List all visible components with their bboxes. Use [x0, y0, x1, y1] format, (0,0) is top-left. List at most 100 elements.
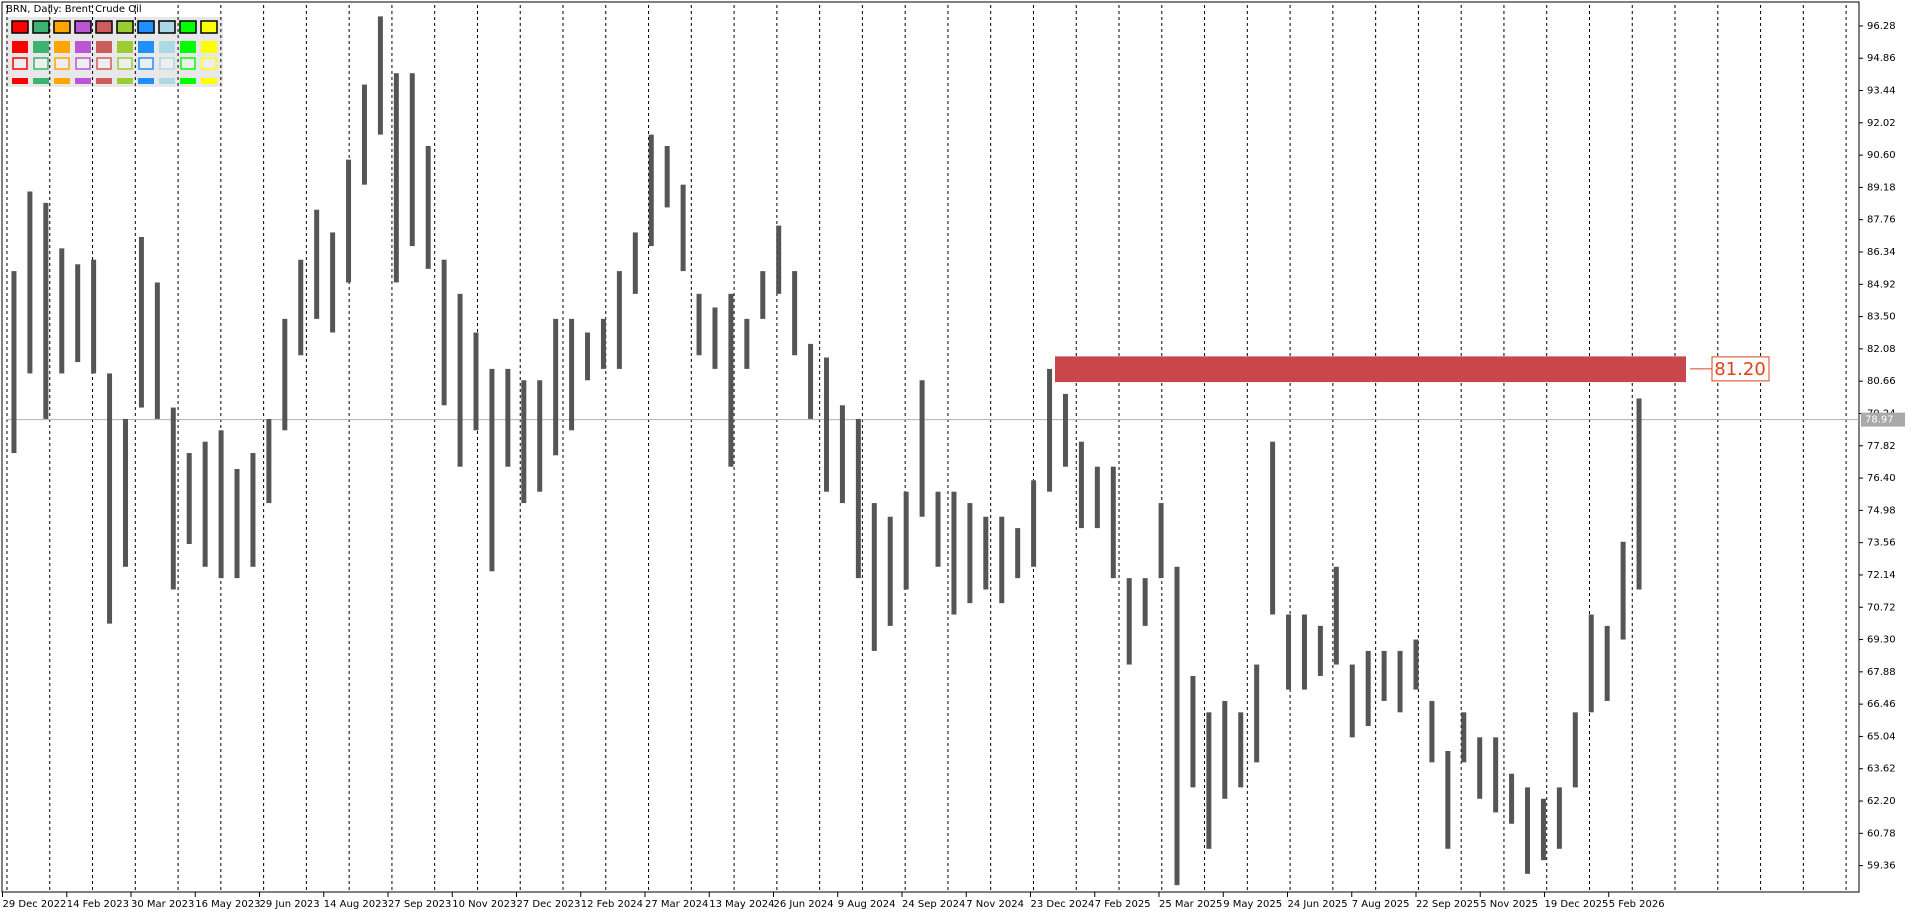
swatch — [200, 20, 218, 34]
y-tick-label: 76.40 — [1867, 473, 1896, 484]
price-bar — [1397, 650, 1403, 713]
x-tick-label: 27 Dec 2023 — [517, 899, 581, 910]
y-tick-label: 67.88 — [1867, 667, 1896, 678]
y-tick-label: 59.36 — [1867, 861, 1896, 872]
x-tick-label: 7 Aug 2025 — [1352, 899, 1410, 910]
price-bar — [91, 259, 97, 374]
y-tick-label: 82.08 — [1867, 344, 1896, 355]
color-palette — [6, 17, 223, 87]
x-tick-label: 9 Aug 2024 — [838, 899, 896, 910]
price-bar — [1381, 650, 1387, 701]
price-bar — [266, 418, 272, 504]
price-bar — [1174, 566, 1180, 886]
price-bar — [122, 418, 128, 567]
y-tick-label: 93.44 — [1867, 86, 1896, 97]
price-bar — [1333, 566, 1339, 665]
price-bar — [951, 491, 957, 615]
swatch — [53, 20, 71, 34]
resistance-zone — [1055, 356, 1686, 383]
swatch — [180, 57, 196, 70]
x-tick-label: 10 Nov 2023 — [452, 899, 516, 910]
swatch — [33, 41, 49, 53]
swatch — [75, 78, 91, 84]
x-tick-label: 16 May 2023 — [195, 899, 260, 910]
price-bar — [1636, 398, 1642, 590]
price-bar — [855, 418, 861, 579]
swatch — [95, 20, 113, 34]
price-bar — [903, 491, 909, 590]
y-tick-label: 60.78 — [1867, 828, 1896, 839]
y-tick-label: 80.66 — [1867, 376, 1896, 387]
x-tick-label: 24 Sep 2024 — [902, 899, 965, 910]
price-bar — [1349, 664, 1355, 738]
swatch — [117, 78, 133, 84]
x-tick-label: 27 Sep 2023 — [388, 899, 451, 910]
price-bar — [361, 84, 367, 185]
swatch — [159, 41, 175, 53]
plot-frame — [1, 1, 1860, 893]
price-bar — [600, 318, 606, 369]
y-tick-label: 63.62 — [1867, 764, 1896, 775]
swatch — [75, 41, 91, 53]
y-tick-label: 65.04 — [1867, 731, 1896, 742]
price-bar — [377, 16, 383, 135]
y-tick-label: 72.14 — [1867, 570, 1896, 581]
swatch — [159, 78, 175, 84]
price-bar — [457, 293, 463, 467]
price-bar — [1190, 675, 1196, 788]
swatch — [11, 20, 29, 34]
price-bar — [282, 318, 288, 431]
price-bar — [1110, 466, 1116, 579]
price-bar — [1254, 664, 1260, 763]
x-tick-label: 25 Mar 2025 — [1159, 899, 1222, 910]
price-bar — [43, 202, 49, 419]
x-tick-label: 30 Mar 2023 — [131, 899, 194, 910]
price-bar — [632, 232, 638, 294]
price-bar — [1301, 614, 1307, 690]
price-bar — [489, 368, 495, 572]
price-bar — [27, 191, 33, 374]
x-tick-label: 23 Dec 2024 — [1031, 899, 1095, 910]
price-bar — [616, 271, 622, 369]
price-bar — [999, 516, 1005, 604]
swatch — [54, 57, 70, 70]
swatch — [54, 78, 70, 84]
price-bar — [186, 453, 192, 545]
price-bar — [298, 259, 304, 356]
price-bar — [138, 236, 144, 408]
y-tick-label: 83.50 — [1867, 312, 1896, 323]
price-bar — [107, 373, 113, 624]
price-bar — [808, 343, 814, 419]
price-bar — [521, 380, 527, 504]
price-bar — [1445, 750, 1451, 849]
y-tick-label: 86.34 — [1867, 247, 1896, 258]
x-tick-label: 14 Feb 2023 — [67, 899, 129, 910]
price-bar — [409, 73, 415, 247]
price-bar — [585, 332, 591, 381]
y-tick-label: 77.82 — [1867, 441, 1896, 452]
price-bar — [1015, 528, 1021, 579]
swatch — [96, 41, 112, 53]
price-bar — [314, 209, 320, 319]
y-tick-label: 73.56 — [1867, 538, 1896, 549]
price-bar — [75, 264, 81, 363]
price-bar — [1062, 393, 1068, 467]
swatch — [158, 20, 176, 34]
price-bar — [824, 357, 829, 492]
price-bar — [1047, 368, 1053, 492]
y-tick-label: 74.98 — [1867, 505, 1896, 516]
price-bar — [473, 332, 479, 431]
price-bar — [1461, 712, 1467, 763]
x-tick-label: 5 Nov 2025 — [1480, 899, 1538, 910]
swatch — [12, 41, 28, 53]
price-bar — [839, 405, 845, 504]
price-bar — [712, 307, 718, 369]
price-bar — [1142, 578, 1148, 626]
price-bar — [59, 248, 65, 374]
swatch — [117, 57, 133, 70]
swatch — [33, 78, 49, 84]
x-tick-label: 5 Feb 2026 — [1609, 899, 1665, 910]
price-bar — [250, 453, 256, 567]
